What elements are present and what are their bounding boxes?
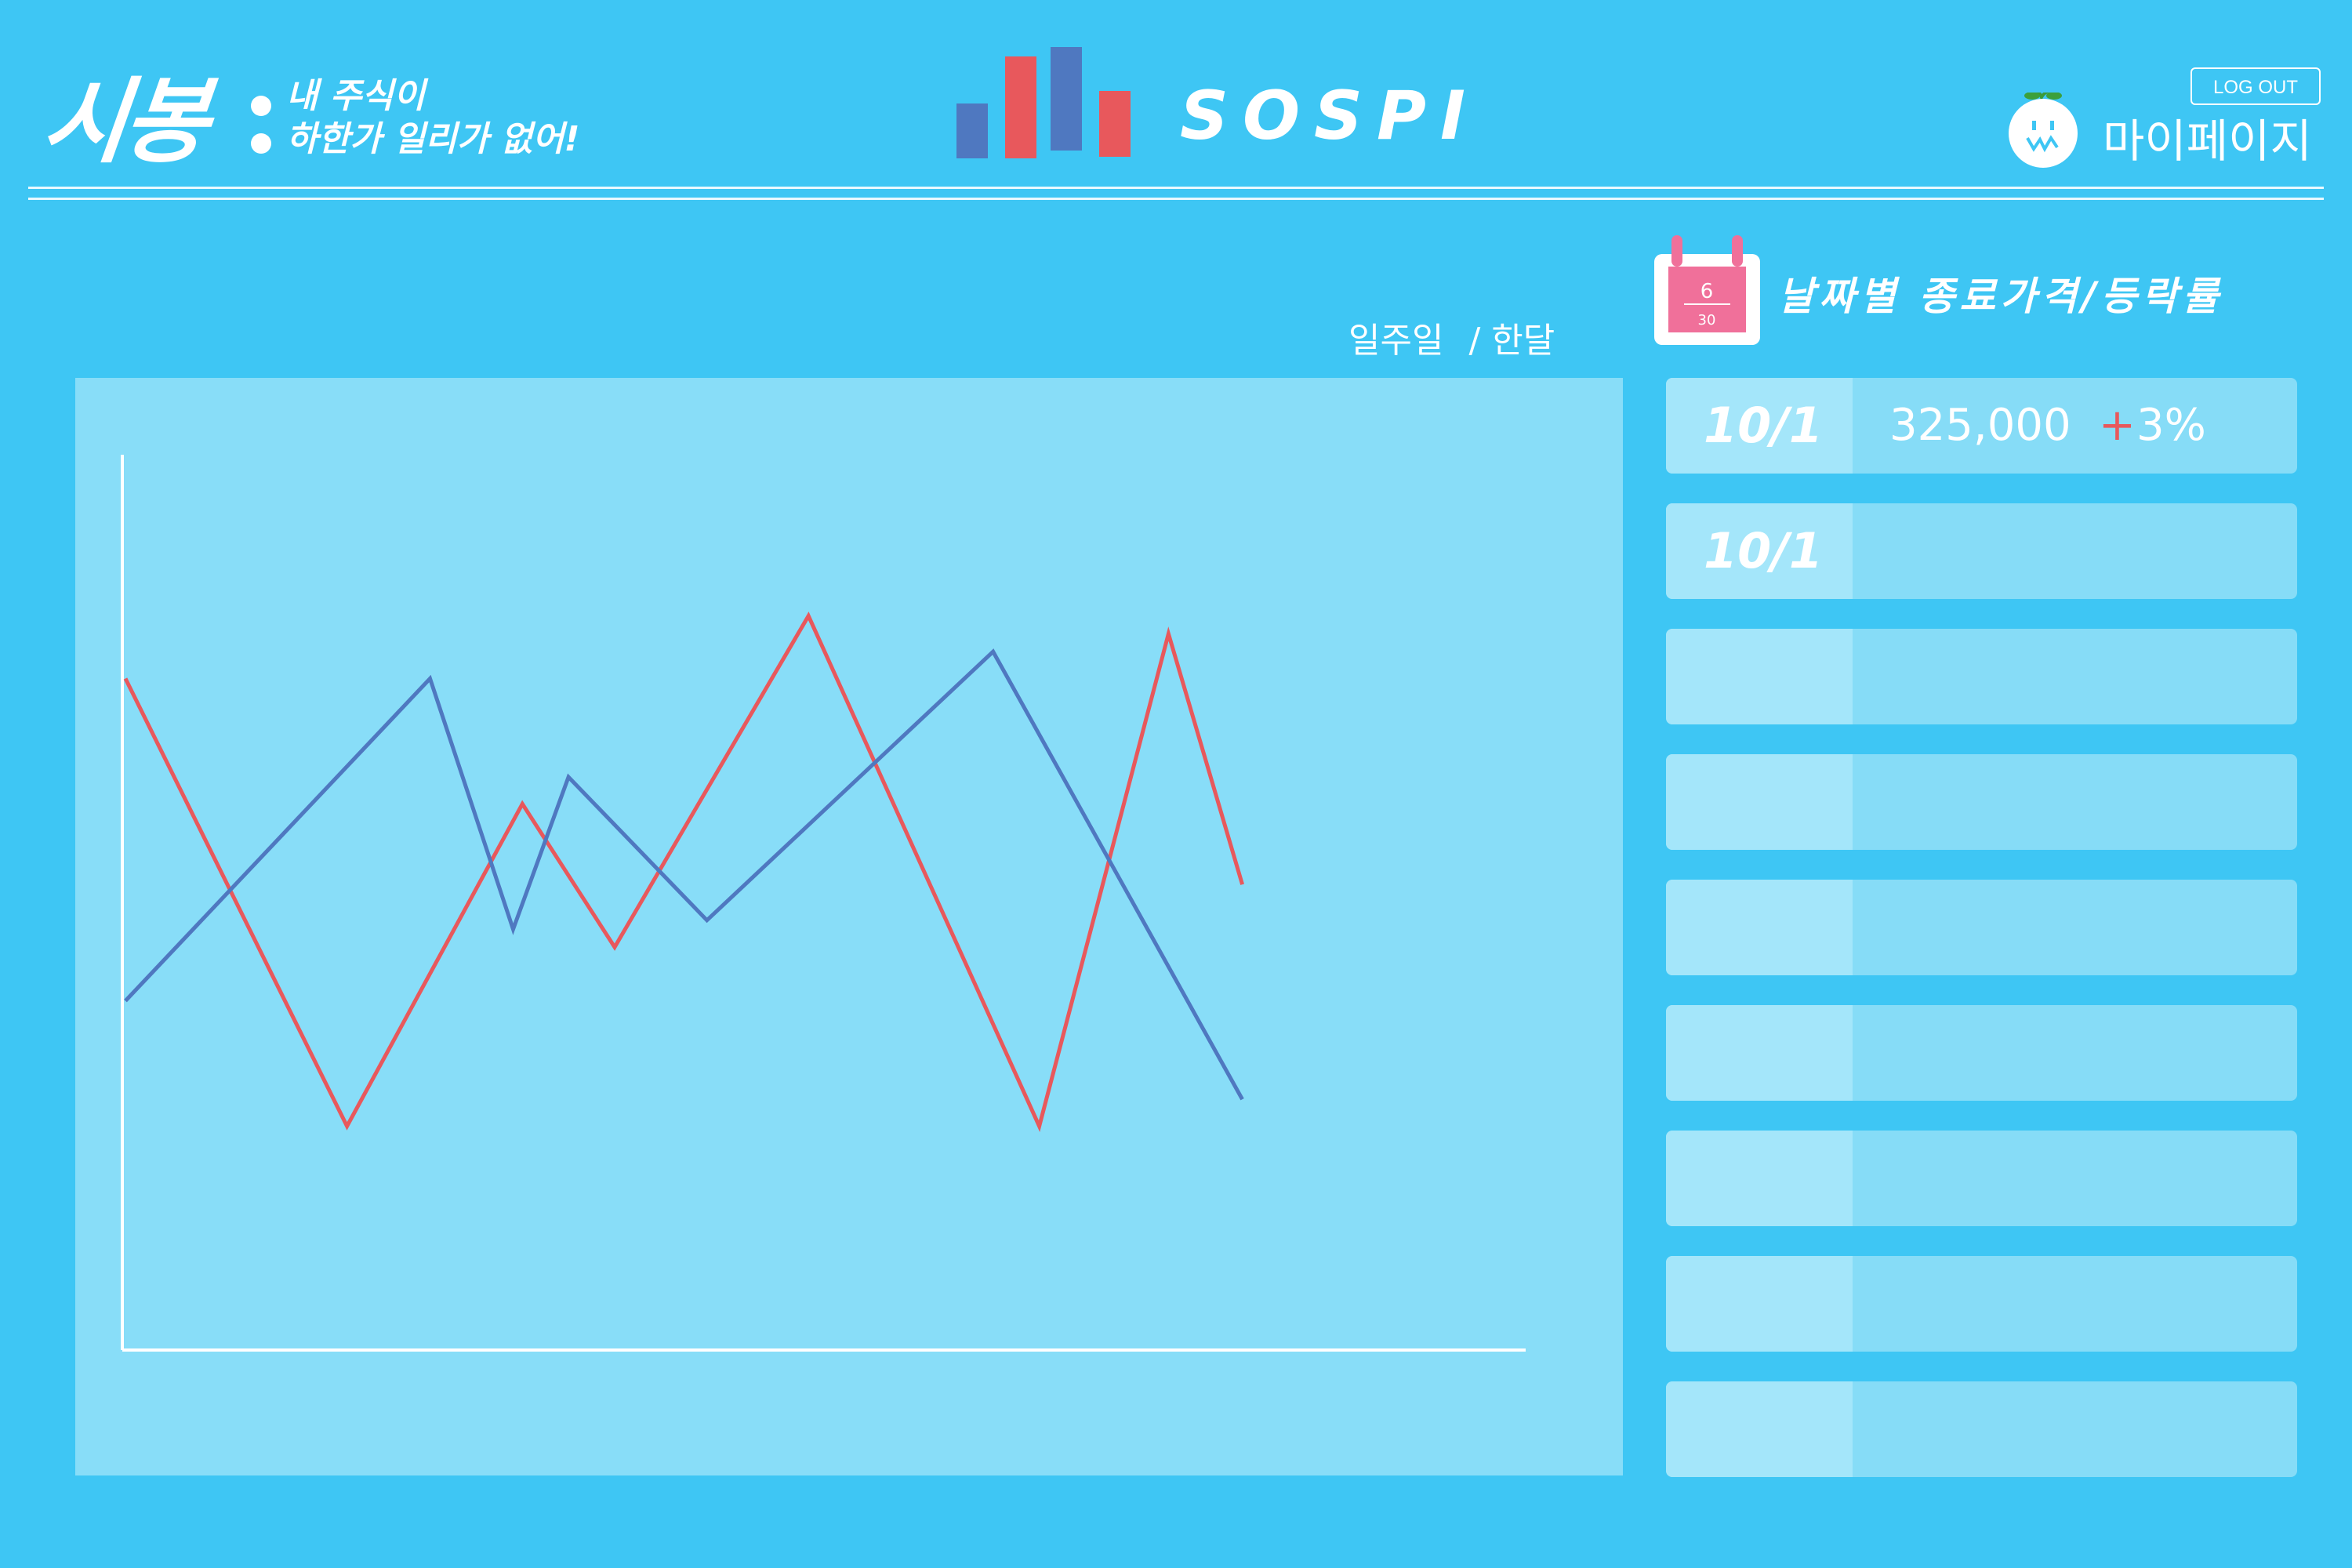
date-cell xyxy=(1666,503,1853,599)
price-list-item[interactable] xyxy=(1666,629,2297,724)
price-list-item[interactable]: 10/1 325,000 +3% xyxy=(1666,378,2297,474)
price-list-item[interactable] xyxy=(1666,880,2297,975)
date-cell xyxy=(1666,629,1853,724)
service-logo[interactable]: 시봉 내 주식이 하한가 일리가 없어! xyxy=(38,67,639,176)
calendar-day: 30 xyxy=(1698,312,1716,328)
tagline-line-1: 내 주식이 xyxy=(286,76,426,116)
date-cell xyxy=(1666,754,1853,850)
section-title: 날짜별 종료가격/등락률 xyxy=(1778,274,2223,319)
header-divider xyxy=(28,198,2324,200)
price-list-item[interactable] xyxy=(1666,754,2297,850)
row-date: 10/1 xyxy=(1704,397,1824,454)
row-close-price: 325,000 xyxy=(1889,400,2071,451)
date-cell xyxy=(1666,1381,1853,1477)
price-list-item[interactable] xyxy=(1666,1131,2297,1226)
row-date: 10/1 xyxy=(1704,522,1824,579)
period-toggle: 일주일 / 한달 xyxy=(1348,314,1555,368)
price-list-item[interactable] xyxy=(1666,1256,2297,1352)
bar-chart-logo-icon xyxy=(956,47,1131,158)
date-cell xyxy=(1666,1005,1853,1101)
period-month-button[interactable]: 한달 xyxy=(1491,321,1555,361)
row-change-sign: + xyxy=(2099,400,2136,451)
mypage-link[interactable]: 마이페이지 xyxy=(2103,114,2312,168)
series-line-1 xyxy=(123,612,1244,1132)
calendar-icon: 6 30 xyxy=(1654,235,1760,345)
price-list-item[interactable] xyxy=(1666,1005,2297,1101)
header-divider xyxy=(28,187,2324,189)
avatar-icon[interactable] xyxy=(2005,93,2081,168)
logo-wordmark: 시봉 xyxy=(37,67,210,176)
date-cell xyxy=(1666,880,1853,975)
period-week-button[interactable]: 일주일 xyxy=(1348,321,1444,361)
period-separator: / xyxy=(1468,321,1481,361)
calendar-month: 6 xyxy=(1700,280,1714,303)
brand-name: SOSPI xyxy=(1180,77,1480,155)
logout-button[interactable]: LOG OUT xyxy=(2190,67,2321,105)
line-chart xyxy=(121,455,1526,1352)
logo-colon-icon xyxy=(251,85,279,159)
date-cell xyxy=(1666,378,1853,474)
date-cell xyxy=(1666,1256,1853,1352)
date-cell xyxy=(1666,1131,1853,1226)
row-change-rate: 3% xyxy=(2136,400,2206,451)
series-line-2 xyxy=(124,648,1244,1101)
chart-panel xyxy=(75,378,1623,1475)
price-list-item[interactable]: 10/1 xyxy=(1666,503,2297,599)
tagline-line-2: 하한가 일리가 없어! xyxy=(286,119,580,159)
price-list-item[interactable] xyxy=(1666,1381,2297,1477)
